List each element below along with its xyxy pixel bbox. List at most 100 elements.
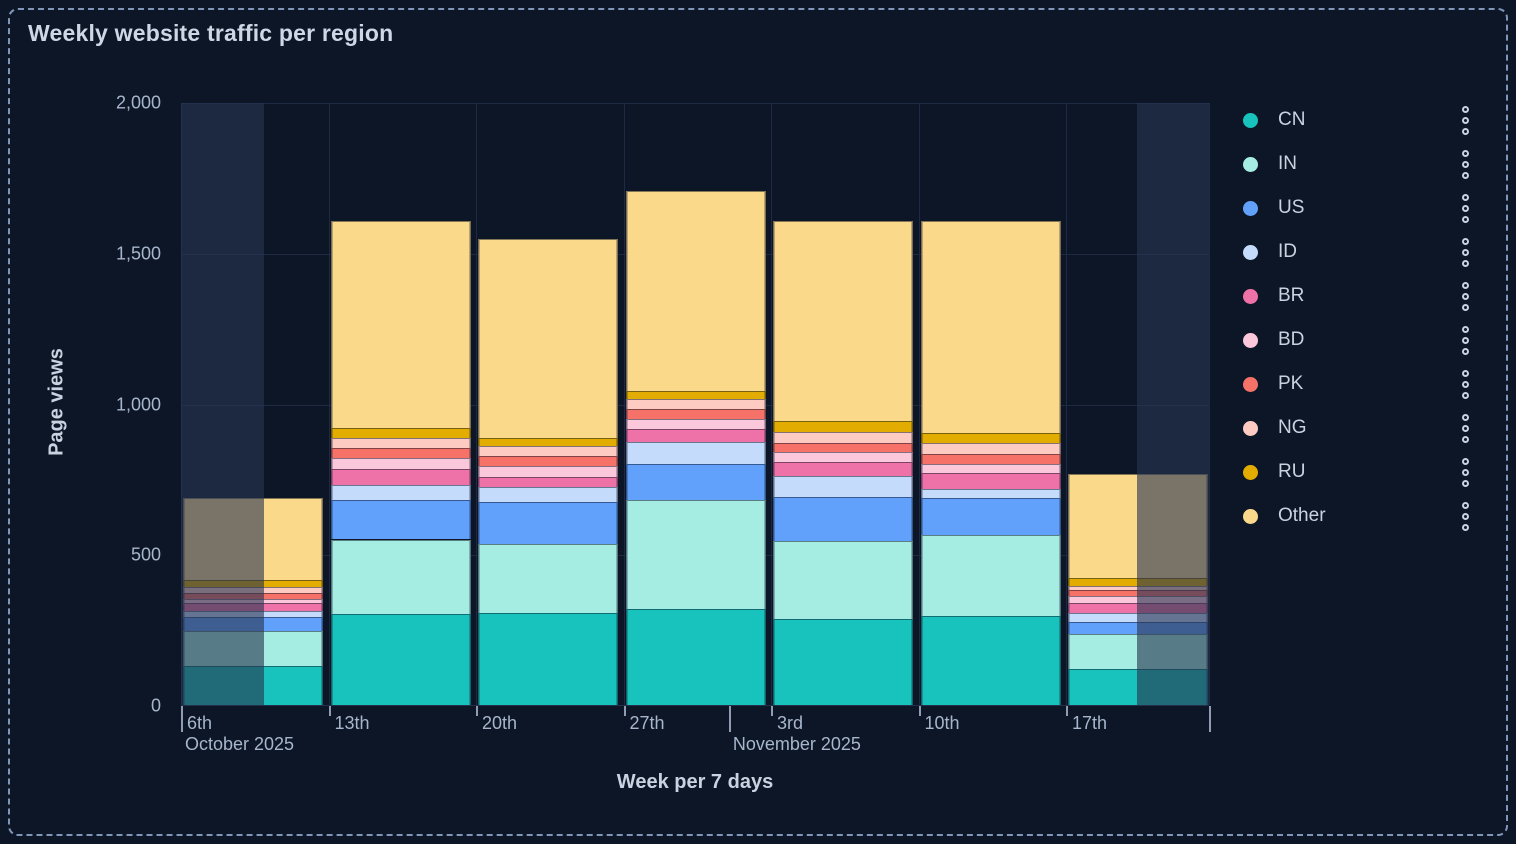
bar-segment-PK[interactable] [773, 443, 913, 453]
bar-segment-BD[interactable] [625, 418, 766, 430]
legend-item-NG[interactable]: NG [1243, 406, 1471, 450]
bar-segment-ID[interactable] [330, 484, 471, 500]
legend-item-PK[interactable]: PK [1243, 362, 1471, 406]
legend-item-Other[interactable]: Other [1243, 494, 1471, 538]
bar-segment-PK[interactable] [625, 409, 766, 419]
bar-segment-CN[interactable] [1068, 669, 1208, 705]
legend-item-BR[interactable]: BR [1243, 274, 1471, 318]
kebab-menu-icon[interactable] [1460, 148, 1471, 181]
bar-segment-IN[interactable] [920, 535, 1061, 616]
bar-segment-BD[interactable] [920, 463, 1061, 473]
bar-segment-PK[interactable] [1068, 589, 1208, 597]
bar-segment-IN[interactable] [330, 539, 471, 614]
x-tick-label: 3rd [777, 713, 804, 733]
bar-segment-PK[interactable] [183, 592, 323, 599]
bar-segment-NG[interactable] [1068, 585, 1208, 590]
bar-segment-RU[interactable] [478, 437, 618, 447]
bar-segment-BD[interactable] [1068, 596, 1208, 604]
bar-segment-Other[interactable] [773, 221, 913, 421]
bar-segment-ID[interactable] [920, 489, 1061, 499]
bar-segment-IN[interactable] [1068, 634, 1208, 670]
bar-segment-US[interactable] [478, 502, 618, 545]
bar-segment-BD[interactable] [478, 466, 618, 477]
kebab-ring [1462, 193, 1469, 201]
bar-segment-RU[interactable] [330, 427, 471, 438]
bar-segment-BD[interactable] [773, 452, 913, 463]
bar-segment-US[interactable] [1068, 621, 1208, 635]
bar-segment-BR[interactable] [920, 472, 1061, 490]
legend-item-ID[interactable]: ID [1243, 230, 1471, 274]
bar-segment-Other[interactable] [478, 238, 618, 438]
bar-13th [330, 221, 471, 705]
bar-segment-RU[interactable] [1068, 578, 1208, 586]
bar-segment-IN[interactable] [183, 630, 323, 666]
bar-segment-Other[interactable] [920, 220, 1061, 434]
legend-item-RU[interactable]: RU [1243, 450, 1471, 494]
bar-segment-RU[interactable] [773, 420, 913, 433]
kebab-menu-icon[interactable] [1460, 412, 1471, 445]
bar-segment-ID[interactable] [1068, 613, 1208, 622]
bar-segment-IN[interactable] [625, 500, 766, 610]
bar-segment-IN[interactable] [478, 544, 618, 614]
bar-segment-PK[interactable] [330, 448, 471, 459]
bar-segment-BD[interactable] [330, 458, 471, 469]
kebab-ring [1462, 457, 1469, 465]
bar-segment-BR[interactable] [183, 603, 323, 611]
bar-segment-IN[interactable] [773, 541, 913, 620]
bar-17th [1068, 474, 1208, 705]
bar-segment-NG[interactable] [920, 442, 1061, 454]
kebab-menu-icon[interactable] [1460, 500, 1471, 533]
bar-segment-BD[interactable] [183, 598, 323, 604]
legend-item-IN[interactable]: IN [1243, 142, 1471, 186]
legend-item-CN[interactable]: CN [1243, 98, 1471, 142]
series-color-dot [1243, 464, 1258, 480]
kebab-menu-icon[interactable] [1460, 104, 1471, 137]
bar-segment-CN[interactable] [478, 613, 618, 705]
bar-segment-BR[interactable] [625, 429, 766, 443]
x-tick-label: 13th [334, 713, 370, 733]
kebab-menu-icon[interactable] [1460, 280, 1471, 313]
bar-segment-CN[interactable] [773, 619, 913, 705]
bar-segment-BR[interactable] [773, 462, 913, 476]
bar-segment-NG[interactable] [773, 432, 913, 443]
kebab-menu-icon[interactable] [1460, 236, 1471, 269]
bar-segment-CN[interactable] [183, 665, 323, 705]
kebab-menu-icon[interactable] [1460, 192, 1471, 225]
bar-segment-NG[interactable] [330, 437, 471, 449]
x-tick-mark [623, 706, 626, 716]
bar-segment-ID[interactable] [773, 475, 913, 497]
bar-segment-NG[interactable] [625, 399, 766, 410]
bar-segment-Other[interactable] [1068, 474, 1208, 579]
bar-segment-Other[interactable] [330, 221, 471, 428]
bar-segment-NG[interactable] [478, 446, 618, 457]
bar-segment-CN[interactable] [330, 613, 471, 705]
bar-segment-CN[interactable] [920, 615, 1061, 705]
bar-segment-Other[interactable] [183, 498, 323, 580]
kebab-ring [1462, 160, 1469, 168]
bar-segment-NG[interactable] [183, 587, 323, 593]
bar-segment-US[interactable] [920, 498, 1061, 536]
bar-segment-PK[interactable] [920, 453, 1061, 464]
bar-segment-RU[interactable] [183, 579, 323, 588]
kebab-menu-icon[interactable] [1460, 368, 1471, 401]
kebab-menu-icon[interactable] [1460, 456, 1471, 489]
bar-segment-BR[interactable] [1068, 603, 1208, 614]
legend-item-US[interactable]: US [1243, 186, 1471, 230]
bar-segment-ID[interactable] [625, 442, 766, 464]
kebab-ring [1462, 116, 1469, 124]
bar-segment-US[interactable] [773, 496, 913, 541]
bar-segment-US[interactable] [625, 463, 766, 501]
bar-segment-BR[interactable] [478, 476, 618, 488]
bar-segment-ID[interactable] [478, 487, 618, 503]
bar-segment-ID[interactable] [183, 610, 323, 618]
kebab-menu-icon[interactable] [1460, 324, 1471, 357]
bar-segment-US[interactable] [183, 617, 323, 631]
bar-segment-RU[interactable] [920, 433, 1061, 443]
bar-segment-PK[interactable] [478, 456, 618, 467]
bar-segment-CN[interactable] [625, 609, 766, 705]
bar-segment-US[interactable] [330, 499, 471, 540]
bar-segment-RU[interactable] [625, 390, 766, 400]
bar-segment-BR[interactable] [330, 468, 471, 485]
bar-segment-Other[interactable] [625, 190, 766, 391]
legend-item-BD[interactable]: BD [1243, 318, 1471, 362]
